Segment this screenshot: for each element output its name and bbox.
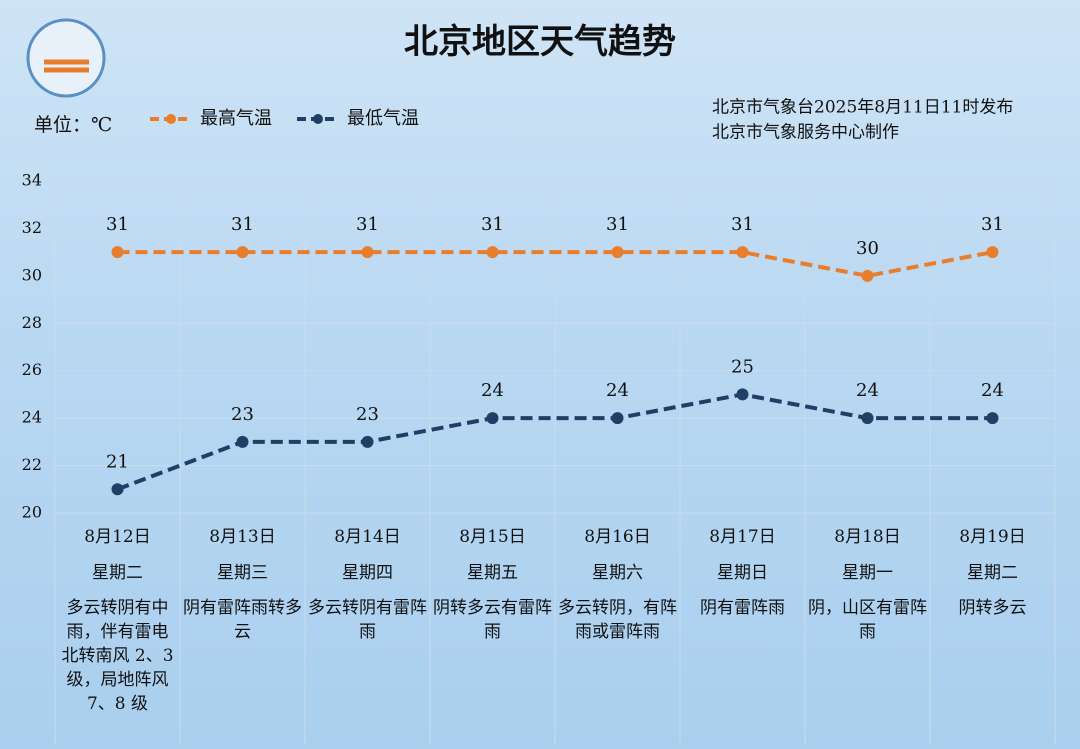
logo-stripes [44,59,89,73]
data-label: 24 [481,380,504,401]
data-label: 21 [106,451,129,472]
legend-marker [313,114,323,124]
table-cell: 8月19日 [959,527,1026,547]
legend-label: 最低气温 [347,108,419,129]
point [986,412,999,425]
data-label: 31 [481,214,504,235]
table-cell: 星期二 [967,563,1018,583]
y-tick-label: 24 [22,408,42,427]
point [861,269,874,282]
table-cell: 星期六 [592,563,643,583]
table-cell: 阴，山区有雷阵雨 [808,598,927,642]
point [611,246,624,259]
table-cell: 星期日 [717,563,768,583]
source-line: 北京市气象台2025年8月11日11时发布 [712,98,1013,118]
table-cell: 星期四 [342,563,393,583]
table-cell: 星期一 [842,563,893,583]
table-cell: 8月16日 [584,527,651,547]
data-label: 24 [981,380,1004,401]
y-tick-label: 32 [22,218,42,237]
table-cell: 多云转阴有雷阵雨 [308,598,427,642]
table-cell: 8月13日 [209,527,276,547]
data-label: 31 [731,214,754,235]
data-label: 23 [231,404,254,425]
legend-marker [166,114,176,124]
table-cell: 8月14日 [334,527,401,547]
point [361,246,374,259]
data-label: 30 [856,238,879,259]
data-label: 31 [106,214,129,235]
table-cell: 阴转多云 [958,598,1027,618]
table-cell: 阴有雷阵雨转多云 [183,598,302,642]
line [116,392,993,492]
table-cell: 阴转多云有雷阵雨 [433,598,552,642]
data-label: 31 [356,214,379,235]
point [486,412,499,425]
table-cell: 8月12日 [84,527,151,547]
table-cell: 8月18日 [834,527,901,547]
table-cell: 8月17日 [709,527,776,547]
data-label: 24 [856,380,879,401]
point [986,246,999,259]
point [111,246,124,259]
legend-label: 最高气温 [200,108,272,129]
point [486,246,499,259]
table-cell: 阴有雷阵雨 [700,598,785,618]
point [111,483,124,496]
unit-label: 单位：℃ [34,114,112,136]
point [611,412,624,425]
table-cell: 星期三 [217,563,268,583]
table-cell: 星期二 [92,563,143,583]
data-label: 24 [606,380,629,401]
y-tick-label: 28 [22,313,42,332]
data-label: 31 [231,214,254,235]
data-label: 23 [356,404,379,425]
point [736,246,749,259]
point [236,435,249,448]
y-tick-label: 34 [22,171,42,190]
table-cell: 多云转阴有中雨，伴有雷电 北转南风 2、3 级，局地阵风 7、8 级 [61,598,174,714]
y-tick-label: 30 [22,265,42,284]
logo [26,18,106,98]
y-tick-label: 20 [22,503,42,522]
point [861,412,874,425]
y-tick-label: 26 [22,360,42,379]
data-label: 31 [606,214,629,235]
line [117,250,993,278]
table-cell: 多云转阴，有阵雨或雷阵雨 [558,598,677,642]
point [361,435,374,448]
point [236,246,249,259]
chart-title: 北京地区天气趋势 [404,22,676,62]
data-label: 25 [731,356,754,377]
source-line: 北京市气象服务中心制作 [712,123,899,143]
point [736,388,749,401]
table-cell: 星期五 [467,563,518,583]
table-cell: 8月15日 [459,527,526,547]
data-label: 31 [981,214,1004,235]
y-tick-label: 22 [22,455,42,474]
